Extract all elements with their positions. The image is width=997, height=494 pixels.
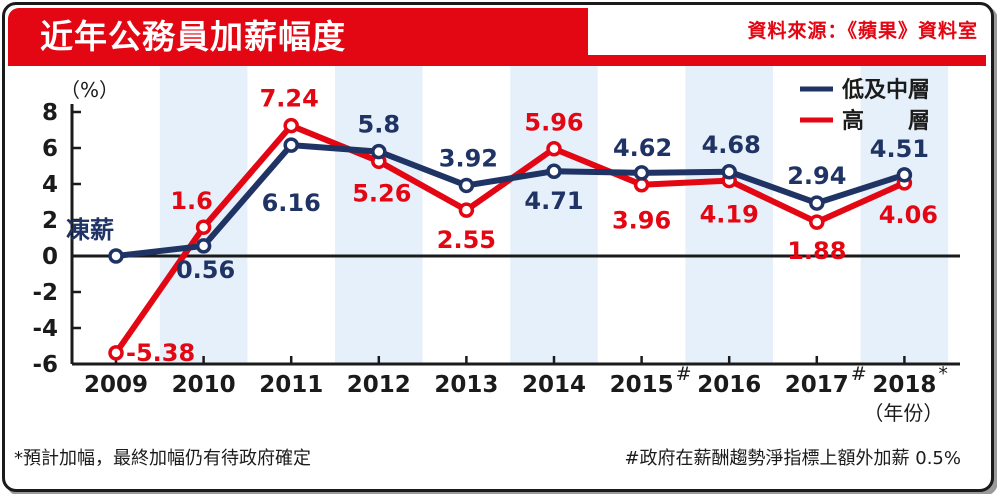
x-tick-label-2014: 2014	[522, 372, 586, 398]
data-label-series-0-2012: 5.8	[358, 111, 401, 139]
source-credit: 資料來源：《蘋果》資料室	[747, 20, 978, 42]
data-label-series-1-2014: 5.96	[524, 109, 583, 137]
data-label-series-0-2018: 4.51	[870, 135, 929, 163]
x-tick-label-2012: 2012	[347, 372, 411, 398]
x-tick-mark: #	[676, 363, 692, 385]
data-label-series-1-2009: -5.38	[126, 339, 195, 367]
data-label-series-1-2012: 5.26	[352, 179, 411, 207]
series-0-point-2014	[546, 163, 562, 179]
series-0-point-2013	[458, 177, 475, 194]
legend-label-1: 高 層	[842, 108, 930, 134]
series-1-point-2010	[195, 219, 212, 235]
series-0-point-2018	[896, 167, 913, 183]
y-tick-label: 6	[42, 136, 58, 162]
x-tick-label-2010: 2010	[172, 372, 236, 398]
data-label-series-1-2010: 1.6	[170, 187, 213, 215]
title-bar: 近年公務員加薪幅度	[8, 8, 588, 66]
series-0-point-2012	[371, 143, 387, 160]
x-tick-label-2016: 2016	[697, 372, 761, 398]
y-tick-label: -2	[32, 280, 58, 306]
data-label-series-0-2016: 4.68	[702, 131, 761, 159]
data-label-series-1-2013: 2.55	[437, 226, 496, 254]
data-label-series-0-2010: 0.56	[176, 256, 235, 284]
y-tick-label: -6	[32, 352, 58, 378]
series-1-point-2017	[809, 214, 825, 230]
data-label-series-0-2013: 3.92	[439, 144, 498, 172]
series-0-point-2011	[283, 137, 299, 153]
series-0-point-2015	[633, 165, 650, 181]
page-title: 近年公務員加薪幅度	[40, 17, 346, 56]
x-tick-label-2013: 2013	[434, 372, 498, 398]
data-label-series-1-2017: 1.88	[787, 237, 846, 265]
series-line-0	[113, 142, 908, 259]
y-tick-label: 0	[42, 244, 58, 270]
source-bar: 資料來源：《蘋果》資料室	[588, 8, 986, 66]
x-tick-label-2009: 2009	[84, 372, 148, 398]
series-0-point-2017	[809, 195, 825, 211]
footnote-extra-raise: #政府在薪酬趨勢淨指標上額外加薪 0.5%	[624, 448, 961, 469]
series-1-point-2014	[546, 140, 562, 157]
data-label-series-1-2011: 7.24	[260, 85, 319, 113]
footnote-estimate: *預計加幅，最終加幅仍有待政府確定	[14, 448, 311, 469]
data-label-series-1-2016: 4.19	[700, 201, 759, 229]
series-0-point-2016	[721, 164, 737, 180]
data-label-series-0-2009: 凍薪	[66, 216, 114, 244]
y-axis-unit: （%）	[60, 78, 119, 102]
data-label-series-0-2014: 4.71	[524, 187, 583, 215]
year-band-2018	[860, 66, 949, 364]
data-label-series-1-2015: 3.96	[612, 207, 671, 235]
legend-label-0: 低及中層	[841, 78, 930, 103]
y-tick-label: 4	[42, 172, 58, 198]
data-label-series-0-2015: 4.62	[613, 134, 672, 162]
year-band-2016	[685, 66, 773, 364]
series-1-point-2011	[283, 117, 299, 134]
x-axis-unit: （年份）	[863, 401, 943, 425]
y-tick-label: 2	[42, 208, 58, 234]
series-1-point-2009	[108, 345, 124, 361]
series-0-point-2009	[108, 248, 124, 264]
x-tick-label-2015: 2015	[610, 372, 674, 398]
data-label-series-0-2017: 2.94	[787, 162, 846, 190]
year-band-2012	[335, 66, 423, 364]
x-tick-label-2011: 2011	[259, 372, 323, 398]
y-tick-label: -4	[32, 316, 58, 342]
year-band-2014	[510, 66, 598, 364]
x-tick-mark: #	[851, 363, 867, 385]
x-tick-label-2018: 2018	[872, 372, 936, 398]
data-label-series-1-2018: 4.06	[879, 201, 938, 229]
data-label-series-0-2011: 6.16	[262, 189, 321, 217]
x-tick-label-2017: 2017	[785, 372, 849, 398]
series-1-point-2013	[458, 202, 475, 218]
y-tick-label: 8	[42, 100, 58, 126]
x-tick-mark: *	[938, 363, 948, 385]
series-0-point-2010	[195, 238, 212, 254]
